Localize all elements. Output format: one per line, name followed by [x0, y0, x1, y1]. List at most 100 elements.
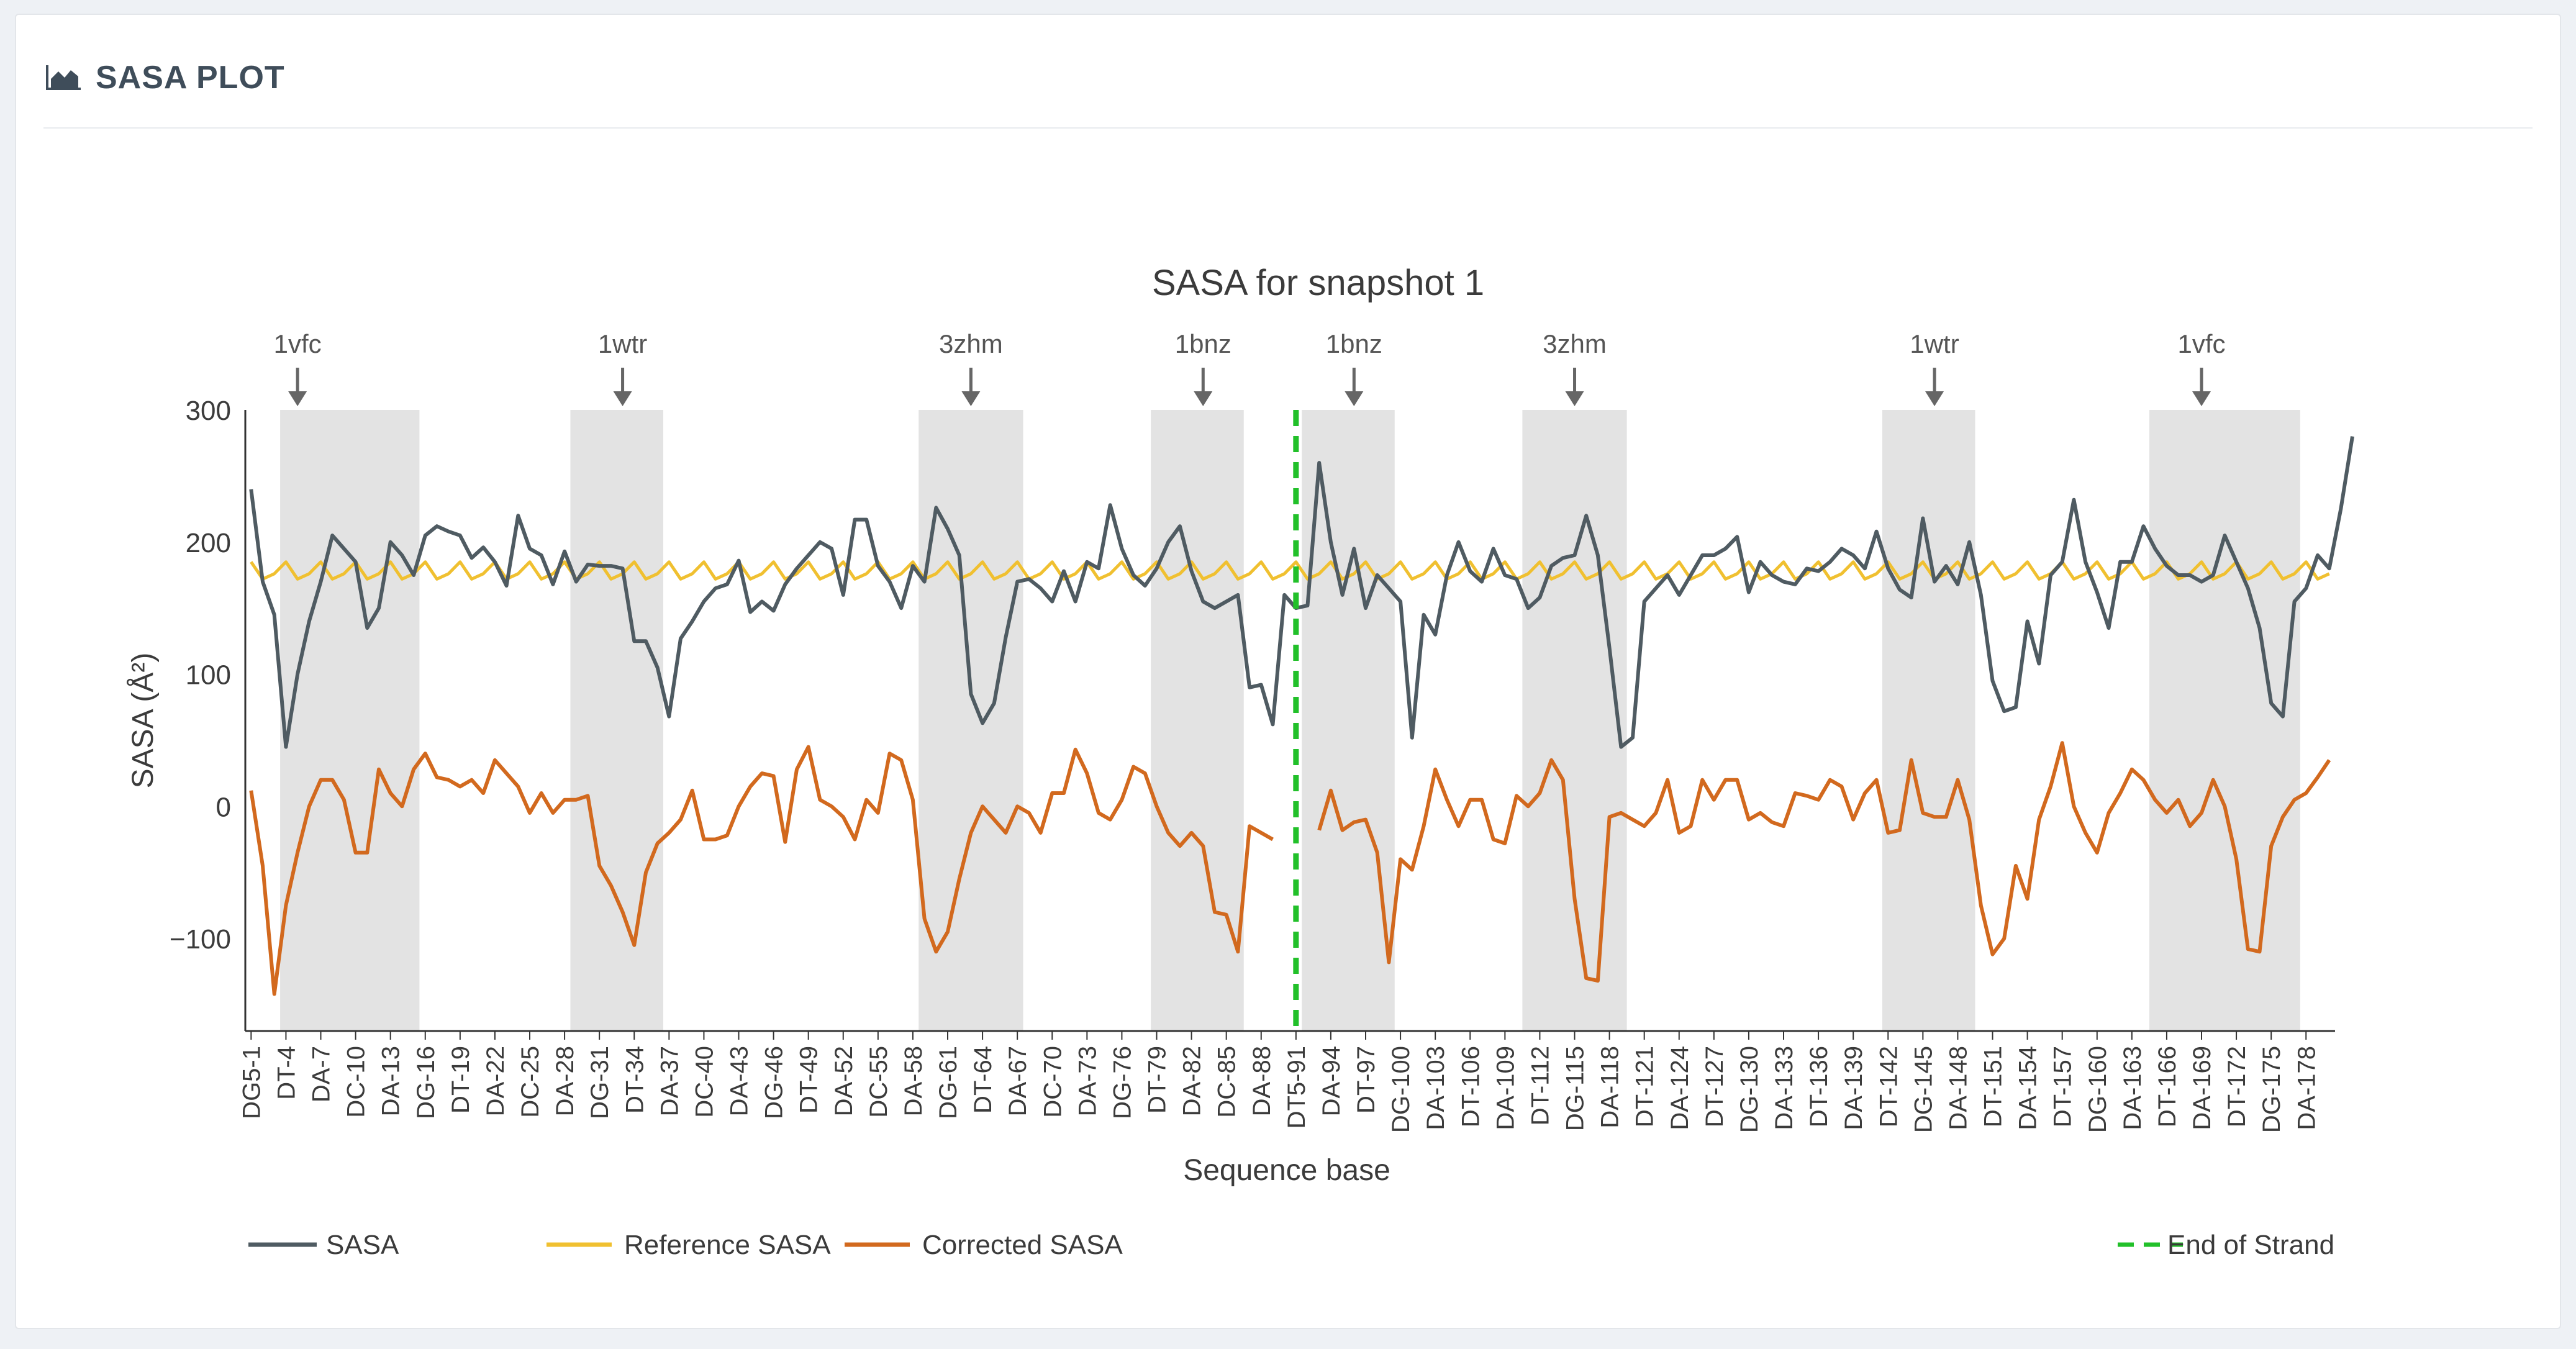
annotation-arrow-head [288, 391, 307, 406]
shaded-region-7 [2149, 410, 2300, 1031]
y-tick-label: 0 [216, 792, 231, 822]
shaded-region-5 [1522, 410, 1627, 1031]
shaded-region-1 [570, 410, 663, 1031]
x-tick-label: DT5-91 [1283, 1046, 1310, 1129]
x-tick-label: DC-10 [343, 1046, 370, 1118]
x-tick-label: DG-115 [1562, 1046, 1589, 1131]
x-tick-label: DA-43 [726, 1046, 753, 1116]
chart-title: SASA for snapshot 1 [1152, 263, 1484, 303]
x-tick-label: DT-166 [2154, 1046, 2181, 1127]
shaded-region-0 [280, 410, 420, 1031]
x-tick-label: DG-76 [1109, 1046, 1136, 1119]
series-sasa-line [249, 436, 2354, 749]
x-tick-label: DC-85 [1213, 1046, 1241, 1118]
annotation-arrow-head [1925, 391, 1944, 406]
x-tick-label: DA-154 [2015, 1046, 2042, 1130]
x-tick-label: DA-88 [1248, 1046, 1276, 1116]
annotation-arrow-head [961, 391, 981, 406]
x-tick-label: DA-28 [551, 1046, 579, 1116]
x-tick-label: DT-79 [1144, 1046, 1171, 1114]
x-tick-label: DT-127 [1701, 1046, 1728, 1127]
shaded-region-6 [1882, 410, 1975, 1031]
header-divider [43, 127, 2533, 129]
x-tick-label: DT-157 [2049, 1046, 2077, 1127]
x-tick-label: DC-70 [1039, 1046, 1066, 1118]
x-tick-label: DG-46 [761, 1046, 788, 1119]
x-tick-label: DA-52 [830, 1046, 858, 1116]
annotation-label: 1vfc [2177, 329, 2225, 358]
series-reference-sasa-line [250, 560, 2330, 581]
annotation-label: 1bnz [1326, 329, 1382, 358]
x-tick-label: DG-16 [412, 1046, 440, 1119]
x-tick-label: DG-160 [2084, 1046, 2111, 1133]
x-tick-label: DG-145 [1910, 1046, 1937, 1133]
x-tick-label: DT-19 [447, 1046, 474, 1114]
x-tick-label: DA-118 [1597, 1046, 1624, 1129]
x-tick-label: DT-142 [1875, 1046, 1902, 1127]
x-tick-label: DA-124 [1666, 1046, 1694, 1130]
x-tick-label: DC-25 [517, 1046, 544, 1118]
series-corrected-sasa-line [249, 741, 2331, 996]
sasa-plot-panel [15, 14, 2561, 1329]
legend-label-0: SASA [326, 1230, 399, 1260]
annotation-label: 3zhm [939, 329, 1003, 358]
area-chart-icon [46, 65, 81, 90]
x-tick-label: DT-64 [969, 1046, 997, 1114]
x-tick-label: DG-61 [935, 1046, 962, 1119]
x-tick-label: DA-148 [1944, 1046, 1972, 1130]
shaded-region-3 [1151, 410, 1244, 1031]
x-tick-label: DT-112 [1526, 1046, 1554, 1125]
x-tick-label: DT-151 [1980, 1046, 2007, 1127]
annotation-label: 1bnz [1175, 329, 1231, 358]
y-tick-label: 100 [186, 660, 231, 691]
annotation-arrow-head [2192, 391, 2211, 406]
x-tick-label: DA-58 [900, 1046, 927, 1116]
x-tick-label: DA-109 [1492, 1046, 1519, 1130]
x-tick-label: DG-31 [586, 1046, 614, 1119]
legend-label-1: Reference SASA [624, 1230, 831, 1260]
x-tick-label: DA-94 [1318, 1046, 1345, 1116]
x-tick-label: DG-100 [1387, 1046, 1415, 1133]
y-axis-label: SASA (Å²) [127, 653, 160, 789]
x-tick-label: DA-67 [1004, 1046, 1032, 1116]
legend-label-3: End of Strand [2167, 1230, 2334, 1260]
panel-title: SASA PLOT [96, 60, 285, 96]
x-tick-label: DT-97 [1353, 1046, 1380, 1114]
x-axis-label: Sequence base [1183, 1154, 1390, 1187]
x-tick-label: DT-49 [796, 1046, 823, 1114]
x-tick-label: DA-163 [2119, 1046, 2146, 1130]
y-tick-label: 200 [186, 528, 231, 558]
x-tick-label: DG-130 [1736, 1046, 1763, 1133]
x-tick-label: DT-172 [2223, 1046, 2251, 1127]
x-tick-label: DA-82 [1179, 1046, 1206, 1116]
x-tick-label: DT-136 [1805, 1046, 1833, 1127]
x-tick-label: DT-34 [621, 1046, 648, 1114]
annotation-label: 3zhm [1543, 329, 1607, 358]
x-tick-label: DG5-1 [238, 1046, 265, 1119]
panel-header: SASA PLOT [45, 59, 285, 96]
annotation-label: 1wtr [598, 329, 647, 358]
legend-label-2: Corrected SASA [922, 1230, 1123, 1260]
annotation-arrow-head [1194, 391, 1213, 406]
shaded-region-4 [1302, 410, 1395, 1031]
x-tick-label: DT-106 [1457, 1046, 1484, 1127]
x-tick-label: DA-169 [2188, 1046, 2216, 1130]
x-tick-label: DA-103 [1422, 1046, 1449, 1130]
x-tick-label: DA-73 [1074, 1046, 1101, 1116]
annotation-arrow-head [1345, 391, 1364, 406]
x-tick-label: DA-37 [656, 1046, 683, 1116]
x-tick-label: DA-7 [308, 1046, 335, 1102]
x-tick-label: DA-133 [1771, 1046, 1798, 1130]
annotation-arrow-head [613, 391, 632, 406]
shaded-region-2 [918, 410, 1023, 1031]
x-tick-label: DC-40 [691, 1046, 718, 1118]
annotation-label: 1wtr [1910, 329, 1959, 358]
x-tick-label: DA-13 [378, 1046, 405, 1116]
x-tick-label: DC-55 [865, 1046, 892, 1118]
x-tick-label: DT-4 [273, 1046, 300, 1100]
y-tick-label: 300 [186, 396, 231, 426]
x-tick-label: DA-139 [1840, 1046, 1867, 1130]
x-tick-label: DT-121 [1631, 1046, 1659, 1127]
annotation-arrow-head [1565, 391, 1584, 406]
